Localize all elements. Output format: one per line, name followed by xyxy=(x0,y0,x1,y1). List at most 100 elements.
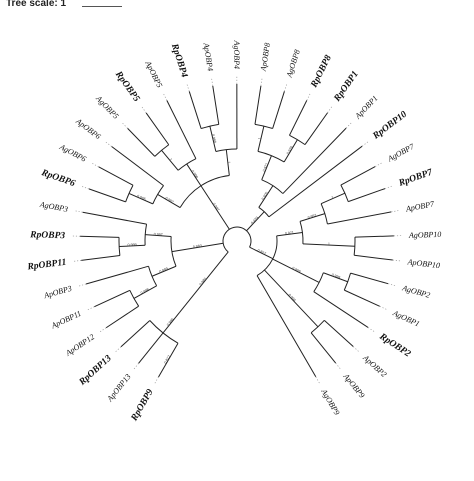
leaf-label-rpobp13: RpOBP13 xyxy=(77,353,114,388)
leaf-label-rpobp10: RpOBP10 xyxy=(371,110,410,143)
leaf-label-rpobp1: RpOBP1 xyxy=(332,69,361,104)
leaf-guide-line xyxy=(114,346,122,353)
branch-line xyxy=(282,127,347,194)
support-value: 0.971 xyxy=(262,162,269,172)
branch-line xyxy=(350,272,389,285)
branch-line xyxy=(85,265,149,285)
leaf-guide-line xyxy=(352,346,360,353)
support-value: 0.995 xyxy=(136,194,146,201)
leaf-guide-line xyxy=(211,77,214,86)
leaf-guide-line xyxy=(73,260,82,262)
tree-scale-label: Tree scale: 1 xyxy=(6,0,67,9)
branch-line xyxy=(162,312,180,334)
support-value: 0.971 xyxy=(285,231,294,236)
leaf-guide-line xyxy=(154,376,159,385)
leaf-guide-line xyxy=(384,185,393,189)
branch-line xyxy=(299,213,325,222)
clade-arc xyxy=(149,320,179,344)
leaf-guide-line xyxy=(284,83,288,92)
clade-arc xyxy=(256,235,278,277)
leaf-guide-line xyxy=(335,362,341,370)
branch-line xyxy=(261,155,272,180)
branch-line xyxy=(158,342,179,378)
support-value: 0.957 xyxy=(307,213,317,219)
branch-line xyxy=(327,211,392,225)
branch-line xyxy=(246,211,265,232)
leaf-guide-line xyxy=(133,363,139,370)
branch-line xyxy=(257,125,265,152)
branch-line xyxy=(145,234,172,237)
support-value: 1 xyxy=(258,137,262,140)
support-value: 0.992 xyxy=(164,196,174,204)
branch-line xyxy=(249,246,274,260)
branch-line xyxy=(133,285,157,299)
branch-line xyxy=(272,91,285,129)
leaf-guide-line xyxy=(78,283,87,287)
leaf-guide-line xyxy=(379,306,388,311)
branch-line xyxy=(276,232,303,237)
leaf-label-agobp10: AgOBP10 xyxy=(408,230,442,240)
support-value: 0.827 xyxy=(257,248,267,256)
branch-line xyxy=(80,235,120,238)
support-value: 0.998 xyxy=(331,273,341,280)
support-value: 0.999 xyxy=(291,266,301,274)
leaf-label-apobp1: ApOBP1 xyxy=(353,94,380,121)
branch-line xyxy=(212,85,220,125)
leaf-label-apobp6: ApOBP6 xyxy=(73,116,102,141)
clade-arc xyxy=(129,290,140,307)
support-value: 0.999 xyxy=(127,243,136,247)
branch-line xyxy=(256,275,317,378)
clade-arc xyxy=(343,272,352,291)
leaf-label-apobp4: ApOBP4 xyxy=(201,41,214,71)
branch-line xyxy=(171,242,224,253)
branch-line xyxy=(119,244,146,247)
leaf-guide-line xyxy=(260,77,263,86)
branch-line xyxy=(272,258,320,283)
branch-line xyxy=(268,145,363,218)
branch-line xyxy=(304,112,328,145)
leaf-guide-line xyxy=(375,162,383,167)
support-value: 0.996 xyxy=(166,317,175,327)
branch-line xyxy=(310,332,337,364)
leaf-label-apobp13: ApOBP13 xyxy=(105,372,133,404)
leaf-label-apobp3: ApOBP3 xyxy=(42,284,73,301)
support-value: 0.997 xyxy=(212,202,220,212)
branch-line xyxy=(340,166,376,186)
tree-scale-bar xyxy=(82,6,122,7)
leaf-guide-line xyxy=(121,122,128,129)
leaf-guide-line xyxy=(186,83,190,92)
support-value: 0.998 xyxy=(140,287,150,295)
branch-line xyxy=(127,128,156,157)
leaf-label-rpobp5: RpOBP5 xyxy=(112,69,141,104)
support-value: 0.994 xyxy=(287,293,296,302)
branch-line xyxy=(283,139,298,163)
leaf-guide-line xyxy=(74,210,83,213)
branch-line xyxy=(105,305,139,329)
support-value: 0.998 xyxy=(211,134,217,144)
support-value: 0.805 xyxy=(261,191,269,201)
support-value: 0.812 xyxy=(163,355,171,365)
branch-line xyxy=(354,254,393,261)
branch-line xyxy=(178,251,229,313)
leaf-label-apobp2: ApOBP2 xyxy=(361,353,389,379)
branch-line xyxy=(344,289,380,307)
support-value: 1 xyxy=(328,242,330,246)
leaf-guide-line xyxy=(345,122,352,129)
leaf-label-agobp2: AgOBP2 xyxy=(400,283,431,300)
branch-line xyxy=(98,166,134,186)
leaf-guide-line xyxy=(327,106,333,113)
support-value: 0.980 xyxy=(199,277,208,287)
branch-line xyxy=(120,320,151,348)
branch-line xyxy=(254,85,262,125)
branch-line xyxy=(151,265,177,277)
branch-line xyxy=(128,192,154,205)
leaf-guide-line xyxy=(392,259,401,262)
leaf-label-agobp4: AgOBP4 xyxy=(232,40,241,69)
leaf-label-agobp5: AgOBP5 xyxy=(93,93,120,120)
leaf-label-agobp3: AgOBP3 xyxy=(38,200,69,214)
leaf-label-rpobp11: RpOBP11 xyxy=(26,258,67,273)
leaf-label-agobp8: AgOBP8 xyxy=(284,49,301,80)
branch-line xyxy=(82,211,147,225)
